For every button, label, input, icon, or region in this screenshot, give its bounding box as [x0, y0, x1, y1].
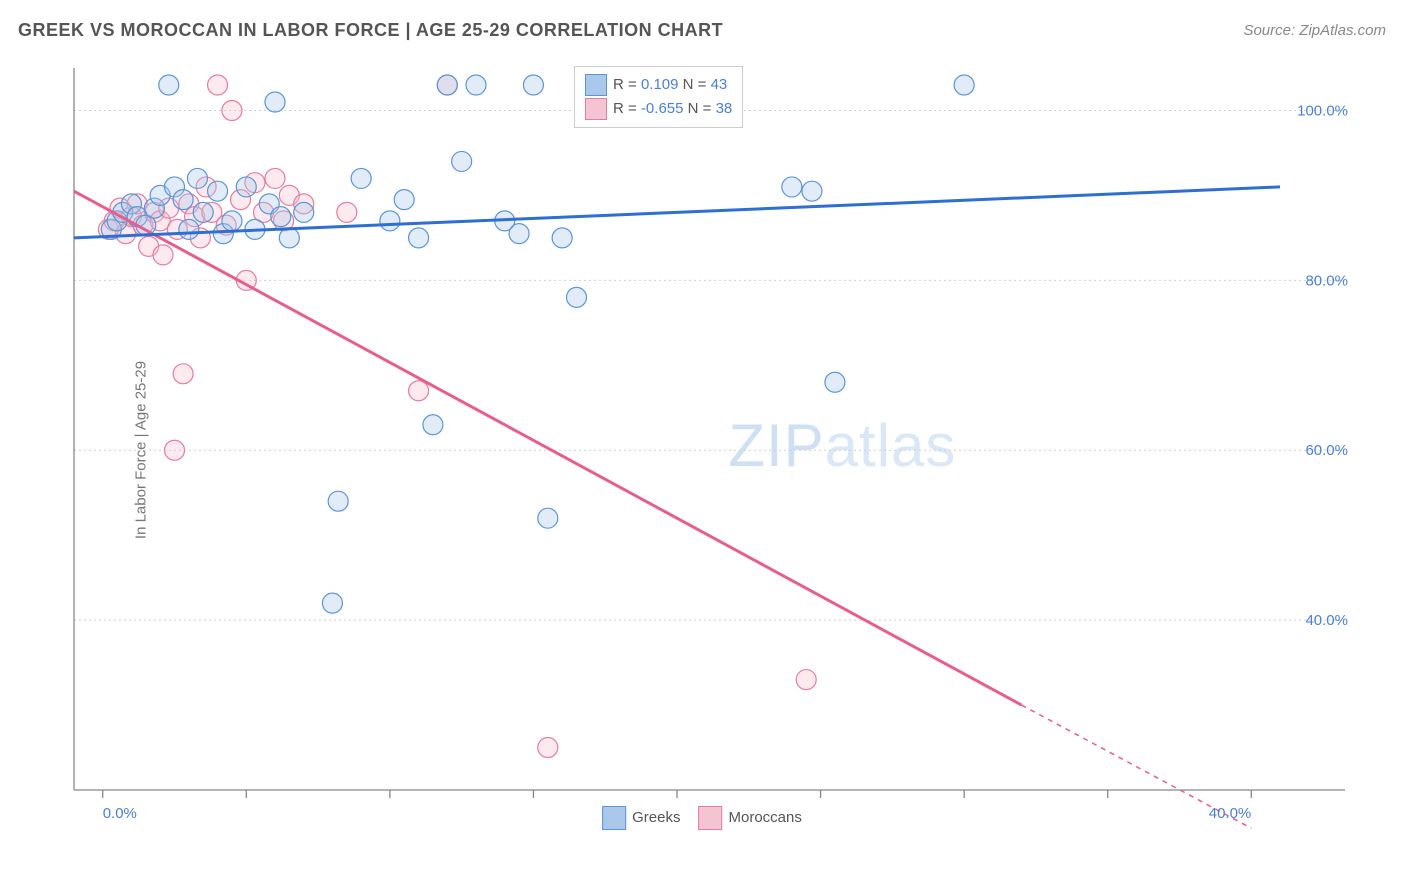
legend-row: R = -0.655 N = 38	[585, 97, 732, 121]
greek-point	[328, 491, 348, 511]
chart-svg: 0.0% 40.0% 40.0% 60.0% 80.0% 100.0%	[44, 60, 1360, 840]
greek-point	[452, 151, 472, 171]
greek-point	[193, 202, 213, 222]
greek-point	[523, 75, 543, 95]
greek-point	[409, 228, 429, 248]
moroccan-point	[538, 738, 558, 758]
greek-point	[159, 75, 179, 95]
svg-text:80.0%: 80.0%	[1305, 272, 1348, 289]
greek-point	[825, 372, 845, 392]
svg-text:40.0%: 40.0%	[1209, 805, 1252, 822]
greek-point	[802, 181, 822, 201]
greek-point	[187, 168, 207, 188]
moroccan-point	[165, 440, 185, 460]
svg-text:0.0%: 0.0%	[103, 805, 137, 822]
chart-title: GREEK VS MOROCCAN IN LABOR FORCE | AGE 2…	[18, 20, 723, 41]
series-legend: Greeks Moroccans	[602, 806, 802, 830]
greek-point	[279, 228, 299, 248]
legend-item: Greeks	[602, 806, 680, 830]
moroccan-point	[173, 364, 193, 384]
greek-point	[236, 177, 256, 197]
moroccan-point	[796, 670, 816, 690]
source-attribution: Source: ZipAtlas.com	[1243, 22, 1386, 39]
svg-text:100.0%: 100.0%	[1297, 102, 1348, 119]
greek-point	[466, 75, 486, 95]
greek-point	[954, 75, 974, 95]
greek-point	[538, 508, 558, 528]
moroccan-point	[208, 75, 228, 95]
moroccan-point	[153, 245, 173, 265]
greek-point	[322, 593, 342, 613]
moroccan-regression-line	[74, 191, 1022, 705]
legend-row: R = 0.109 N = 43	[585, 73, 732, 97]
greek-point	[351, 168, 371, 188]
greek-point	[782, 177, 802, 197]
greek-point	[265, 92, 285, 112]
greek-point	[437, 75, 457, 95]
greek-point	[271, 207, 291, 227]
greek-point	[294, 202, 314, 222]
moroccan-point	[337, 202, 357, 222]
greek-point	[208, 181, 228, 201]
plot-area: In Labor Force | Age 25-29 ZIPatlas 0.0%…	[44, 60, 1360, 840]
svg-text:40.0%: 40.0%	[1305, 612, 1348, 629]
greek-point	[552, 228, 572, 248]
greek-point	[394, 190, 414, 210]
moroccan-point	[409, 381, 429, 401]
greek-point	[179, 219, 199, 239]
correlation-legend: R = 0.109 N = 43R = -0.655 N = 38	[574, 66, 743, 128]
greek-point	[567, 287, 587, 307]
moroccan-point	[222, 100, 242, 120]
moroccan-point	[265, 168, 285, 188]
greek-point	[509, 224, 529, 244]
legend-item: Moroccans	[699, 806, 802, 830]
svg-text:60.0%: 60.0%	[1305, 442, 1348, 459]
greek-point	[222, 211, 242, 231]
greek-point	[173, 190, 193, 210]
greek-point	[423, 415, 443, 435]
greek-point	[380, 211, 400, 231]
